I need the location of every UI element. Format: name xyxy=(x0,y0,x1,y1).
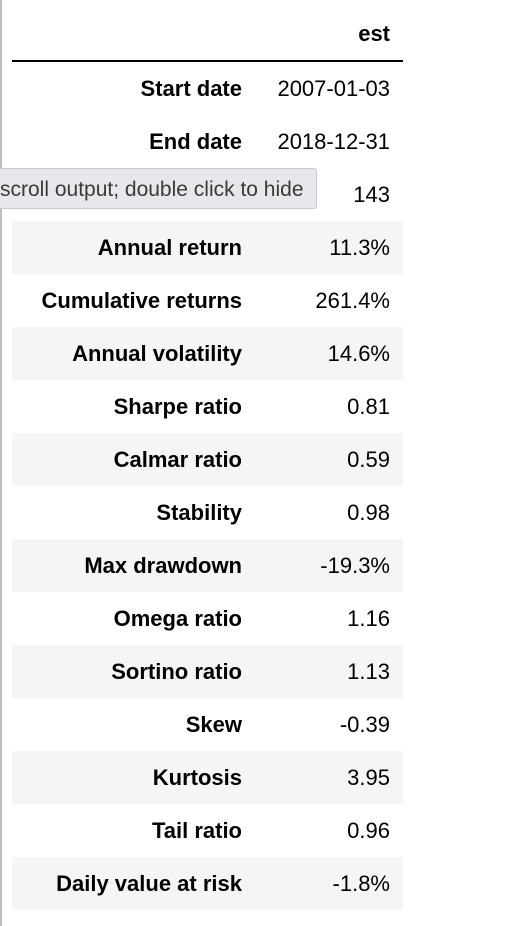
table-row: Stability 0.98 xyxy=(12,486,403,539)
table-row: Annual return 11.3% xyxy=(12,221,403,274)
stat-value: 1.13 xyxy=(242,645,403,698)
total-months-value: 143 xyxy=(353,181,390,207)
end-date-label: End date xyxy=(149,128,242,154)
header-row: est xyxy=(12,8,403,62)
table-row: Tail ratio 0.96 xyxy=(12,804,403,857)
stat-label: Kurtosis xyxy=(12,751,242,804)
table-row: Omega ratio 1.16 xyxy=(12,592,403,645)
stat-value: 0.59 xyxy=(242,433,403,486)
cell-output-area[interactable]: Start date 2007-01-03 End date 2018-12-3… xyxy=(12,8,403,910)
table-row: Calmar ratio 0.59 xyxy=(12,433,403,486)
stat-label: Daily value at risk xyxy=(12,857,242,910)
stat-label: Sharpe ratio xyxy=(113,393,242,419)
stat-value: 0.98 xyxy=(347,499,390,525)
stat-value: 261.4% xyxy=(315,287,390,313)
stats-rows: Annual return 11.3% Cumulative returns 2… xyxy=(12,221,403,910)
scroll-output-tooltip[interactable]: scroll output; double click to hide xyxy=(0,168,317,209)
stat-value: 14.6% xyxy=(242,327,403,380)
column-header: est xyxy=(242,8,403,62)
table-row: Annual volatility 14.6% xyxy=(12,327,403,380)
end-date-value: 2018-12-31 xyxy=(277,128,390,154)
stat-value: -0.39 xyxy=(339,711,390,737)
table-row: Kurtosis 3.95 xyxy=(12,751,403,804)
table-row: Skew -0.39 xyxy=(12,698,403,751)
performance-stats-table: Start date 2007-01-03 End date 2018-12-3… xyxy=(12,8,403,910)
stat-label: Annual return xyxy=(12,221,242,274)
stat-label: Skew xyxy=(185,711,242,737)
stat-label: Max drawdown xyxy=(12,539,242,592)
start-date-value: 2007-01-03 xyxy=(277,75,390,101)
stat-label: Stability xyxy=(156,499,242,525)
stat-value: 0.81 xyxy=(347,393,390,419)
output-prompt-border xyxy=(0,0,2,926)
stat-label: Omega ratio xyxy=(113,605,242,631)
table-row: Cumulative returns 261.4% xyxy=(12,274,403,327)
start-date-label: Start date xyxy=(140,75,242,101)
stat-label: Sortino ratio xyxy=(12,645,242,698)
end-date-row: End date 2018-12-31 xyxy=(12,115,403,168)
header-blank-cell xyxy=(12,8,242,62)
stat-label: Cumulative returns xyxy=(41,287,243,313)
stat-value: 0.96 xyxy=(347,817,390,843)
stat-value: 11.3% xyxy=(242,221,403,274)
table-row: Max drawdown -19.3% xyxy=(12,539,403,592)
stat-value: 3.95 xyxy=(242,751,403,804)
stat-label: Annual volatility xyxy=(12,327,242,380)
stat-label: Tail ratio xyxy=(151,817,242,843)
table-row: Sortino ratio 1.13 xyxy=(12,645,403,698)
stat-value: -1.8% xyxy=(242,857,403,910)
table-header: est xyxy=(12,8,403,62)
start-date-row: Start date 2007-01-03 xyxy=(12,61,403,115)
table-row: Daily value at risk -1.8% xyxy=(12,857,403,910)
stat-value: -19.3% xyxy=(242,539,403,592)
table-row: Sharpe ratio 0.81 xyxy=(12,380,403,433)
stat-value: 1.16 xyxy=(347,605,390,631)
stat-label: Calmar ratio xyxy=(12,433,242,486)
